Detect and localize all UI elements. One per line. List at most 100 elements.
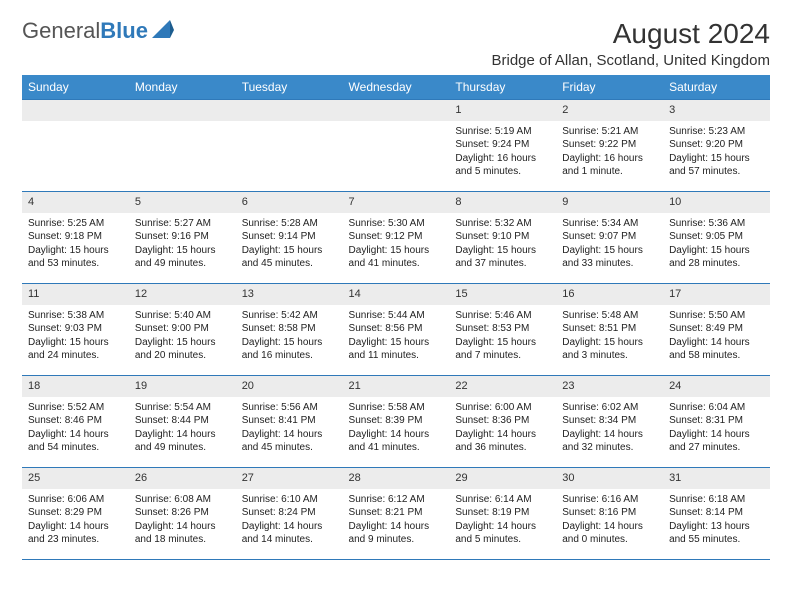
daylight-line: Daylight: 14 hours and 54 minutes. (28, 428, 123, 455)
daylight-line: Daylight: 14 hours and 32 minutes. (562, 428, 657, 455)
daylight-line: Daylight: 14 hours and 27 minutes. (669, 428, 764, 455)
calendar-cell: 13Sunrise: 5:42 AMSunset: 8:58 PMDayligh… (236, 284, 343, 376)
day-content: Sunrise: 5:40 AMSunset: 9:00 PMDaylight:… (129, 305, 236, 367)
day-content: Sunrise: 5:50 AMSunset: 8:49 PMDaylight:… (663, 305, 770, 367)
weekday-header: Sunday (22, 75, 129, 100)
sunset-line: Sunset: 8:58 PM (242, 322, 337, 336)
sunrise-line: Sunrise: 5:19 AM (455, 125, 550, 139)
sunset-line: Sunset: 8:44 PM (135, 414, 230, 428)
calendar-cell: 4Sunrise: 5:25 AMSunset: 9:18 PMDaylight… (22, 192, 129, 284)
calendar-cell: 3Sunrise: 5:23 AMSunset: 9:20 PMDaylight… (663, 100, 770, 192)
day-content: Sunrise: 5:28 AMSunset: 9:14 PMDaylight:… (236, 213, 343, 275)
day-number-empty (236, 100, 343, 121)
calendar-cell: 22Sunrise: 6:00 AMSunset: 8:36 PMDayligh… (449, 376, 556, 468)
sunrise-line: Sunrise: 5:52 AM (28, 401, 123, 415)
sunset-line: Sunset: 9:03 PM (28, 322, 123, 336)
calendar-cell: 29Sunrise: 6:14 AMSunset: 8:19 PMDayligh… (449, 468, 556, 560)
weekday-header: Thursday (449, 75, 556, 100)
day-number-empty (129, 100, 236, 121)
daylight-line: Daylight: 15 hours and 41 minutes. (349, 244, 444, 271)
sunset-line: Sunset: 8:41 PM (242, 414, 337, 428)
day-content: Sunrise: 5:21 AMSunset: 9:22 PMDaylight:… (556, 121, 663, 183)
day-content: Sunrise: 5:23 AMSunset: 9:20 PMDaylight:… (663, 121, 770, 183)
daylight-line: Daylight: 15 hours and 3 minutes. (562, 336, 657, 363)
day-number: 28 (343, 468, 450, 489)
day-number: 6 (236, 192, 343, 213)
day-content: Sunrise: 5:32 AMSunset: 9:10 PMDaylight:… (449, 213, 556, 275)
daylight-line: Daylight: 14 hours and 5 minutes. (455, 520, 550, 547)
day-number: 24 (663, 376, 770, 397)
day-number: 22 (449, 376, 556, 397)
daylight-line: Daylight: 14 hours and 18 minutes. (135, 520, 230, 547)
day-content: Sunrise: 5:25 AMSunset: 9:18 PMDaylight:… (22, 213, 129, 275)
daylight-line: Daylight: 15 hours and 49 minutes. (135, 244, 230, 271)
calendar-cell: 24Sunrise: 6:04 AMSunset: 8:31 PMDayligh… (663, 376, 770, 468)
day-number: 14 (343, 284, 450, 305)
day-content: Sunrise: 6:18 AMSunset: 8:14 PMDaylight:… (663, 489, 770, 551)
daylight-line: Daylight: 15 hours and 57 minutes. (669, 152, 764, 179)
day-content: Sunrise: 6:00 AMSunset: 8:36 PMDaylight:… (449, 397, 556, 459)
day-number: 11 (22, 284, 129, 305)
sunrise-line: Sunrise: 5:30 AM (349, 217, 444, 231)
day-number: 25 (22, 468, 129, 489)
sunset-line: Sunset: 9:05 PM (669, 230, 764, 244)
day-number: 13 (236, 284, 343, 305)
daylight-line: Daylight: 15 hours and 7 minutes. (455, 336, 550, 363)
daylight-line: Daylight: 14 hours and 45 minutes. (242, 428, 337, 455)
calendar-cell (129, 100, 236, 192)
daylight-line: Daylight: 13 hours and 55 minutes. (669, 520, 764, 547)
sunset-line: Sunset: 8:21 PM (349, 506, 444, 520)
calendar-cell: 15Sunrise: 5:46 AMSunset: 8:53 PMDayligh… (449, 284, 556, 376)
header: GeneralBlue August 2024 Bridge of Allan,… (22, 18, 770, 69)
calendar-head: SundayMondayTuesdayWednesdayThursdayFrid… (22, 75, 770, 100)
sunset-line: Sunset: 8:34 PM (562, 414, 657, 428)
weekday-header: Friday (556, 75, 663, 100)
daylight-line: Daylight: 15 hours and 53 minutes. (28, 244, 123, 271)
sunset-line: Sunset: 8:31 PM (669, 414, 764, 428)
calendar-cell: 17Sunrise: 5:50 AMSunset: 8:49 PMDayligh… (663, 284, 770, 376)
day-content: Sunrise: 5:34 AMSunset: 9:07 PMDaylight:… (556, 213, 663, 275)
daylight-line: Daylight: 15 hours and 37 minutes. (455, 244, 550, 271)
sunrise-line: Sunrise: 5:27 AM (135, 217, 230, 231)
day-number: 3 (663, 100, 770, 121)
day-number: 2 (556, 100, 663, 121)
calendar-cell: 12Sunrise: 5:40 AMSunset: 9:00 PMDayligh… (129, 284, 236, 376)
weekday-header: Saturday (663, 75, 770, 100)
calendar-cell: 26Sunrise: 6:08 AMSunset: 8:26 PMDayligh… (129, 468, 236, 560)
sunset-line: Sunset: 9:00 PM (135, 322, 230, 336)
calendar-cell: 6Sunrise: 5:28 AMSunset: 9:14 PMDaylight… (236, 192, 343, 284)
day-number: 16 (556, 284, 663, 305)
sunset-line: Sunset: 8:19 PM (455, 506, 550, 520)
daylight-line: Daylight: 14 hours and 41 minutes. (349, 428, 444, 455)
sunrise-line: Sunrise: 5:46 AM (455, 309, 550, 323)
day-content: Sunrise: 6:08 AMSunset: 8:26 PMDaylight:… (129, 489, 236, 551)
day-content: Sunrise: 5:38 AMSunset: 9:03 PMDaylight:… (22, 305, 129, 367)
calendar-cell: 8Sunrise: 5:32 AMSunset: 9:10 PMDaylight… (449, 192, 556, 284)
sunset-line: Sunset: 9:22 PM (562, 138, 657, 152)
daylight-line: Daylight: 14 hours and 36 minutes. (455, 428, 550, 455)
day-number: 20 (236, 376, 343, 397)
calendar-cell (236, 100, 343, 192)
daylight-line: Daylight: 15 hours and 11 minutes. (349, 336, 444, 363)
day-content: Sunrise: 6:16 AMSunset: 8:16 PMDaylight:… (556, 489, 663, 551)
sunrise-line: Sunrise: 6:14 AM (455, 493, 550, 507)
sunrise-line: Sunrise: 5:38 AM (28, 309, 123, 323)
sunrise-line: Sunrise: 6:10 AM (242, 493, 337, 507)
sunset-line: Sunset: 8:46 PM (28, 414, 123, 428)
calendar-body: 1Sunrise: 5:19 AMSunset: 9:24 PMDaylight… (22, 100, 770, 560)
day-number: 1 (449, 100, 556, 121)
day-number: 5 (129, 192, 236, 213)
sunrise-line: Sunrise: 6:16 AM (562, 493, 657, 507)
sunrise-line: Sunrise: 5:28 AM (242, 217, 337, 231)
sunrise-line: Sunrise: 5:25 AM (28, 217, 123, 231)
calendar-cell (343, 100, 450, 192)
daylight-line: Daylight: 14 hours and 58 minutes. (669, 336, 764, 363)
day-content: Sunrise: 6:06 AMSunset: 8:29 PMDaylight:… (22, 489, 129, 551)
sunset-line: Sunset: 8:14 PM (669, 506, 764, 520)
day-number-empty (343, 100, 450, 121)
sunset-line: Sunset: 9:10 PM (455, 230, 550, 244)
calendar-cell: 20Sunrise: 5:56 AMSunset: 8:41 PMDayligh… (236, 376, 343, 468)
sunrise-line: Sunrise: 5:54 AM (135, 401, 230, 415)
sunset-line: Sunset: 8:53 PM (455, 322, 550, 336)
logo: GeneralBlue (22, 18, 174, 44)
